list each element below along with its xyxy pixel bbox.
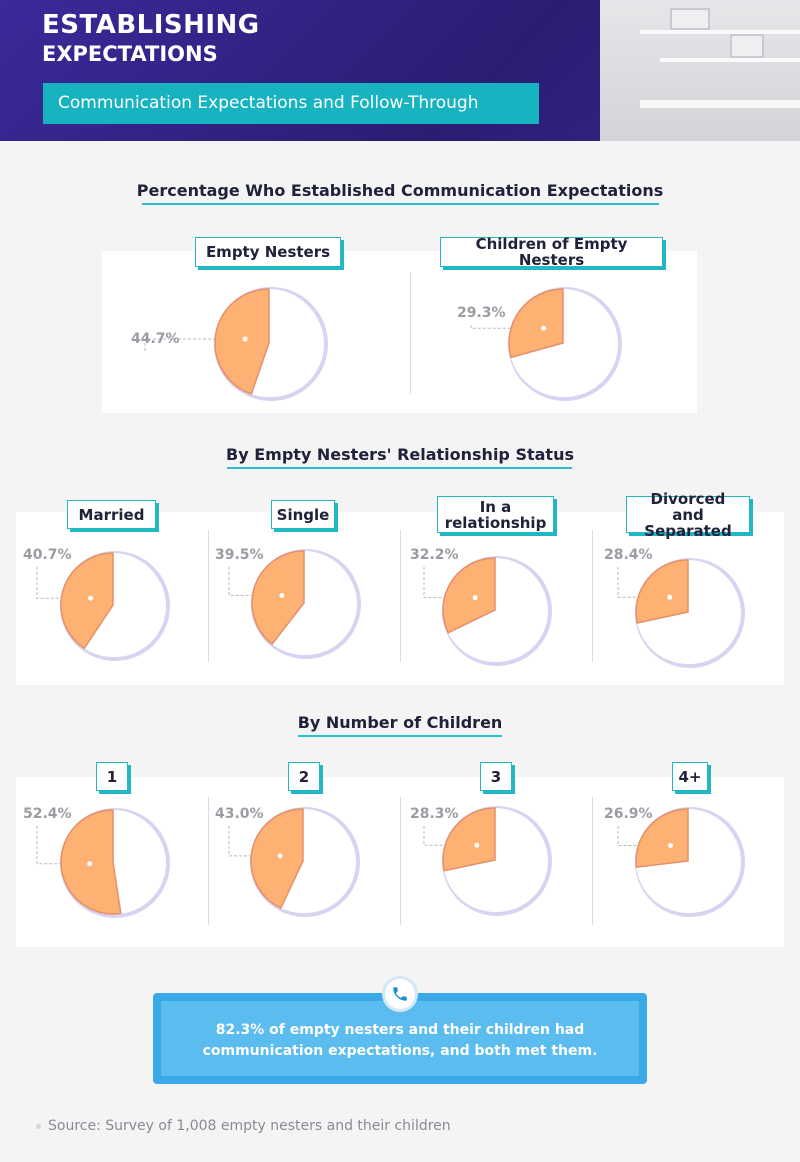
pie-chart [442,556,552,666]
divider [592,797,593,925]
slice-marker [474,842,480,848]
frame [670,8,710,30]
shelf [660,58,800,62]
tag-line: relationship [444,513,547,532]
tag-line: In a [479,497,512,516]
pie-value-label: 39.5% [215,547,264,563]
tag-line: Divorced [650,489,726,508]
pie-chart [214,287,328,401]
frame [730,34,764,58]
slice-marker [667,842,673,848]
divider [410,272,411,394]
slice-marker [279,592,285,598]
pie-slice [635,559,689,624]
divider [208,530,209,662]
pie-value-label: 40.7% [23,547,72,563]
slice-marker [242,336,248,342]
header-banner: ESTABLISHING EXPECTATIONS Communication … [0,0,800,141]
pie-value-label: 44.7% [131,331,180,347]
page-subtitle: Communication Expectations and Follow-Th… [43,83,539,124]
pie-chart [60,551,170,661]
divider [400,797,401,925]
tag-in-relationship: In a relationship [437,496,554,533]
divider [400,530,401,662]
tag-line: and Separated [644,505,732,540]
pie-slice [214,288,270,395]
section-underline [142,203,659,205]
pie-slice [635,808,689,869]
pie-chart [442,806,552,916]
slice-marker [88,595,94,601]
tag-children-4plus: 4+ [672,762,708,791]
pie-value-label: 43.0% [215,806,264,822]
section-title-overall: Percentage Who Established Communication… [136,181,664,200]
pie-chart [635,807,745,917]
section-title-children: By Number of Children [297,713,503,732]
pie-value-label: 28.4% [604,547,653,563]
shelf [640,30,800,34]
pie-value-label: 29.3% [457,305,506,321]
slice-marker [87,861,93,867]
section-underline [227,467,572,469]
pie-chart [251,549,361,659]
pie-slice [442,807,496,872]
pie-chart [250,807,360,917]
pie-slice [250,808,304,910]
slice-marker [472,595,478,601]
callout-text: 82.3% of empty nesters and their childre… [161,1001,639,1076]
slice-marker [277,853,283,859]
tag-empty-nesters: Empty Nesters [195,237,341,267]
pie-chart [60,808,170,918]
tag-children-2: 2 [288,762,320,791]
section-underline [298,735,502,737]
pie-slice [442,557,496,634]
slice-marker [541,325,547,331]
tag-children: Children of Empty Nesters [440,236,663,268]
room-photo [600,0,800,141]
pie-value-label: 52.4% [23,806,72,822]
pie-value-label: 32.2% [410,547,459,563]
pie-value-label: 26.9% [604,806,653,822]
pie-slice [60,552,114,650]
desk [640,100,800,108]
pie-slice [251,550,305,646]
tag-divorced: Divorced and Separated [626,491,750,539]
section-title-relationship: By Empty Nesters' Relationship Status [226,445,574,464]
phone-glyph [393,987,407,1001]
source-note: Source: Survey of 1,008 empty nesters an… [48,1118,451,1134]
page-title-line2: EXPECTATIONS [42,42,218,66]
slice-marker [667,594,673,600]
pie-chart [508,287,622,401]
tag-children-1: 1 [96,762,128,791]
page-title-line1: ESTABLISHING [42,10,260,40]
divider [208,797,209,925]
source-bullet [36,1124,41,1129]
tag-married: Married [67,500,156,529]
pie-chart [635,558,745,668]
phone-icon [382,976,418,1012]
divider [592,530,593,662]
pie-slice [508,288,564,359]
pie-value-label: 28.3% [410,806,459,822]
tag-single: Single [271,500,335,529]
tag-children-3: 3 [480,762,512,791]
